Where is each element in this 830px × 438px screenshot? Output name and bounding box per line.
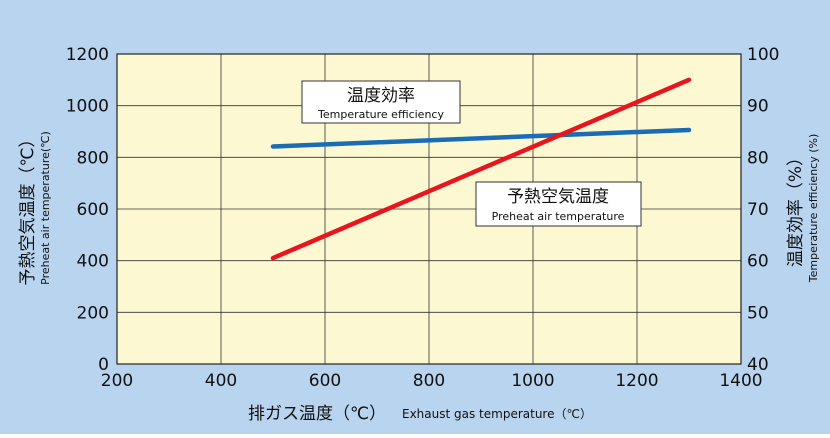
y-right-tick-label: 100 (747, 45, 779, 65)
tick-labels: 200 400 600 800 1000 1200 14000200400600800100… (66, 45, 780, 391)
y-right-tick-label: 80 (747, 148, 769, 168)
series-line-preheat-air-temperature (270, 77, 692, 261)
y-left-tick-label: 1200 (66, 45, 109, 65)
y-left-tick-label: 600 (77, 200, 109, 220)
y-left-tick-label: 0 (98, 355, 109, 375)
x-tick-label: 800 (413, 371, 445, 391)
y-left-axis-title-jp: 予熱空気温度（℃） (18, 130, 38, 285)
y-right-axis-title: 温度効率（%） Temperature efficiency (%) (786, 134, 820, 284)
y-right-tick-label: 70 (747, 200, 769, 220)
x-tick-label: 1400 (719, 371, 762, 391)
efficiency-label-jp: 温度効率 (347, 86, 415, 106)
x-axis-title-en: Exhaust gas temperature（℃） (402, 407, 592, 421)
efficiency-label-en: Temperature efficiency (317, 108, 444, 121)
plot-border (116, 53, 742, 365)
y-left-tick-label: 1000 (66, 97, 109, 117)
y-right-tick-label: 90 (747, 97, 769, 117)
x-tick-label: 200 (101, 371, 133, 391)
y-right-tick-label: 50 (747, 303, 769, 323)
x-tick-label: 400 (205, 371, 237, 391)
y-left-tick-label: 800 (77, 148, 109, 168)
x-axis-title-jp: 排ガス温度（℃） (248, 404, 386, 424)
y-left-tick-label: 400 (77, 252, 109, 272)
y-left-axis-title-en: Preheat air temperature(℃) (39, 131, 52, 285)
y-left-tick-label: 200 (77, 303, 109, 323)
y-left-axis-title: 予熱空気温度（℃） Preheat air temperature(℃) (18, 130, 52, 285)
y-right-tick-label: 40 (747, 355, 769, 375)
air-temp-label-en: Preheat air temperature (492, 210, 625, 223)
x-tick-label: 600 (309, 371, 341, 391)
series-lines (270, 77, 692, 261)
air-temp-label-box: 予熱空気温度 Preheat air temperature (475, 181, 642, 227)
y-right-axis-title-en: Temperature efficiency (%) (807, 134, 820, 284)
x-axis-title: 排ガス温度（℃） Exhaust gas temperature（℃） (248, 404, 592, 424)
air-temp-label-jp: 予熱空気温度 (507, 187, 609, 207)
y-right-tick-label: 60 (747, 252, 769, 272)
y-right-axis-title-jp: 温度効率（%） (786, 149, 806, 267)
x-tick-label: 1000 (511, 371, 554, 391)
series-line-temperature-efficiency (270, 127, 692, 149)
efficiency-label-box: 温度効率 Temperature efficiency (301, 80, 461, 124)
x-tick-label: 1200 (615, 371, 658, 391)
